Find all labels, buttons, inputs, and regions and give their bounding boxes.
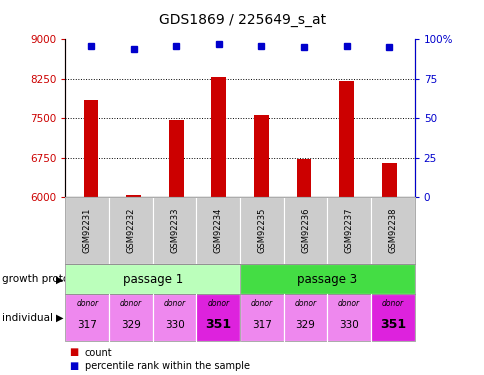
Text: donor: donor [207,299,229,308]
Bar [296,159,311,197]
Text: GSM92235: GSM92235 [257,208,266,254]
Bar [381,163,396,197]
Text: 317: 317 [77,320,97,330]
Text: ■: ■ [70,348,83,357]
Text: GSM92236: GSM92236 [301,208,309,254]
Text: GSM92231: GSM92231 [83,208,91,254]
Text: 330: 330 [339,320,358,330]
Text: GSM92237: GSM92237 [344,208,353,254]
Text: growth protocol: growth protocol [2,274,85,284]
Text: donor: donor [163,299,185,308]
Text: donor: donor [337,299,360,308]
Bar [211,77,226,197]
Bar [126,195,141,197]
Text: 329: 329 [121,320,140,330]
Text: ▶: ▶ [56,274,63,284]
Text: GSM92232: GSM92232 [126,208,135,254]
Text: GDS1869 / 225649_s_at: GDS1869 / 225649_s_at [159,13,325,27]
Text: donor: donor [250,299,272,308]
Bar [168,120,183,197]
Text: GSM92234: GSM92234 [213,208,222,254]
Text: ■: ■ [70,361,83,370]
Text: individual: individual [2,313,53,323]
Text: 351: 351 [379,318,405,331]
Text: donor: donor [381,299,403,308]
Text: ▶: ▶ [56,313,63,323]
Text: 317: 317 [252,320,271,330]
Text: 351: 351 [205,318,231,331]
Text: GSM92238: GSM92238 [388,208,396,254]
Text: donor: donor [294,299,316,308]
Text: GSM92233: GSM92233 [170,208,179,254]
Text: 330: 330 [165,320,184,330]
Bar [338,81,353,197]
Text: count: count [85,348,112,357]
Text: passage 3: passage 3 [297,273,357,286]
Text: percentile rank within the sample: percentile rank within the sample [85,361,249,370]
Text: 329: 329 [295,320,315,330]
Text: donor: donor [76,299,98,308]
Text: donor: donor [120,299,142,308]
Text: passage 1: passage 1 [122,273,182,286]
Bar [83,100,98,197]
Bar [254,115,268,197]
